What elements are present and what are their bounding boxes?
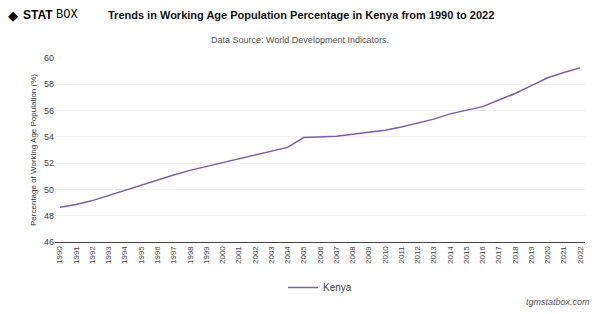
svg-text:2005: 2005 [299, 246, 308, 264]
svg-text:1991: 1991 [72, 246, 81, 264]
svg-text:2002: 2002 [251, 246, 260, 264]
svg-text:◆: ◆ [8, 8, 18, 23]
svg-text:2011: 2011 [397, 246, 406, 264]
svg-text:Data Source: World Development: Data Source: World Development Indicator… [211, 35, 389, 45]
svg-text:2009: 2009 [364, 246, 373, 264]
svg-text:1994: 1994 [121, 246, 130, 264]
svg-text:1995: 1995 [137, 246, 146, 264]
svg-text:Kenya: Kenya [323, 282, 352, 293]
svg-text:1999: 1999 [202, 246, 211, 264]
svg-text:1997: 1997 [169, 246, 178, 264]
svg-text:1993: 1993 [104, 246, 113, 264]
svg-text:2022: 2022 [576, 246, 585, 264]
svg-text:2020: 2020 [543, 246, 552, 264]
svg-text:46: 46 [44, 237, 54, 247]
svg-text:48: 48 [44, 211, 54, 221]
svg-text:2008: 2008 [348, 246, 357, 264]
svg-text:STAT: STAT [23, 8, 53, 22]
svg-text:tgmstatbox.com: tgmstatbox.com [526, 297, 590, 307]
svg-text:Trends in Working Age Populati: Trends in Working Age Population Percent… [108, 9, 494, 21]
svg-text:2006: 2006 [316, 246, 325, 264]
svg-text:1992: 1992 [88, 246, 97, 264]
svg-text:2010: 2010 [381, 246, 390, 264]
svg-text:52: 52 [44, 158, 54, 168]
svg-text:56: 56 [44, 106, 54, 116]
svg-text:2014: 2014 [446, 246, 455, 264]
svg-text:1996: 1996 [153, 246, 162, 264]
svg-text:58: 58 [44, 79, 54, 89]
svg-text:1998: 1998 [186, 246, 195, 264]
svg-text:54: 54 [44, 132, 54, 142]
svg-text:2001: 2001 [234, 246, 243, 264]
svg-text:1990: 1990 [55, 246, 64, 264]
svg-text:Percentage of Working Age Popu: Percentage of Working Age Population (%) [29, 74, 38, 226]
svg-text:2004: 2004 [283, 246, 292, 264]
svg-text:2000: 2000 [218, 246, 227, 264]
svg-text:2012: 2012 [413, 246, 422, 264]
svg-text:BOX: BOX [56, 8, 78, 22]
svg-text:2007: 2007 [332, 246, 341, 264]
svg-text:50: 50 [44, 185, 54, 195]
svg-text:2021: 2021 [559, 246, 568, 264]
svg-text:2013: 2013 [429, 246, 438, 264]
svg-text:2019: 2019 [527, 246, 536, 264]
svg-text:2018: 2018 [511, 246, 520, 264]
svg-text:2017: 2017 [494, 246, 503, 264]
svg-text:2015: 2015 [462, 246, 471, 264]
svg-text:2016: 2016 [478, 246, 487, 264]
svg-text:60: 60 [44, 53, 54, 63]
svg-text:2003: 2003 [267, 246, 276, 264]
